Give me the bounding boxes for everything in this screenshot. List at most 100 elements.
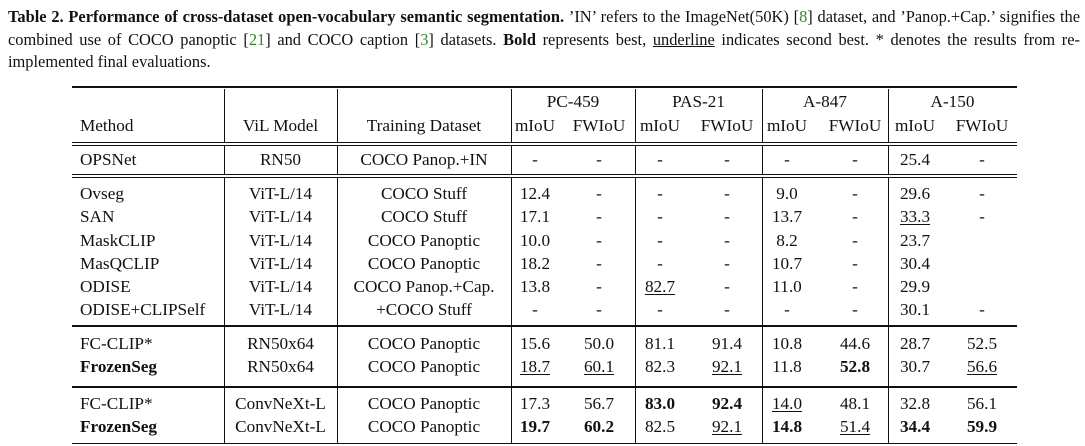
metric-value: - (724, 150, 730, 169)
table-rule (72, 142, 1017, 143)
metric-value: - (657, 184, 663, 203)
metric-value: 56.1 (966, 394, 998, 413)
metric-value: 13.7 (771, 207, 803, 226)
vil-model: RN50x64 (247, 334, 314, 353)
header-fwiou: FWIoU (572, 116, 626, 135)
metric-value: 18.7 (519, 357, 551, 376)
metric-value: 50.0 (583, 334, 615, 353)
metric-value: 30.7 (899, 357, 931, 376)
table-rule (72, 386, 1017, 388)
header-method: Method (80, 116, 134, 135)
column-divider (888, 89, 889, 142)
metric-value: 10.7 (771, 254, 803, 273)
column-divider (511, 89, 512, 142)
caption-text-5: represents best, (535, 29, 653, 49)
metric-value: 83.0 (644, 394, 676, 413)
header-fwiou: FWIoU (700, 116, 754, 135)
metric-value: 81.1 (644, 334, 676, 353)
metric-value: 33.3 (899, 207, 931, 226)
metric-value: - (596, 184, 602, 203)
table-rule (72, 177, 1017, 178)
vil-model: ViT-L/14 (248, 300, 313, 319)
column-divider (224, 145, 225, 174)
column-divider (224, 388, 225, 443)
column-divider (337, 177, 338, 325)
metric-value: - (979, 150, 985, 169)
metric-value: 92.4 (711, 394, 743, 413)
column-divider (635, 89, 636, 142)
header-training-dataset: Training Dataset (366, 116, 482, 135)
column-divider (337, 388, 338, 443)
metric-value: 10.8 (771, 334, 803, 353)
metric-value: 82.3 (644, 357, 676, 376)
column-divider (337, 89, 338, 142)
metric-value: 29.6 (899, 184, 931, 203)
metric-value (946, 276, 1018, 298)
metric-value: 25.4 (899, 150, 931, 169)
header-fwiou: FWIoU (955, 116, 1009, 135)
column-divider (511, 388, 512, 443)
column-divider (635, 388, 636, 443)
metric-value: 11.0 (772, 277, 802, 296)
method-name: SAN (80, 207, 115, 226)
training-dataset: COCO Stuff (380, 207, 468, 226)
method-name: FrozenSeg (80, 357, 158, 376)
citation-link-21[interactable]: 21 (248, 29, 266, 49)
metric-value: - (852, 150, 858, 169)
metric-value: 51.4 (839, 417, 871, 436)
vil-model: ViT-L/14 (248, 231, 313, 250)
column-divider (888, 388, 889, 443)
table-rule (72, 86, 1017, 88)
metric-value: 17.3 (519, 394, 551, 413)
method-name: ODISE (80, 277, 131, 296)
metric-value: 13.8 (519, 277, 551, 296)
caption-text-4: ] datasets. (428, 29, 504, 49)
method-name: OPSNet (80, 150, 137, 169)
method-name: MasQCLIP (80, 254, 160, 273)
metric-value: - (596, 300, 602, 319)
header-vil-model: ViL Model (242, 116, 319, 135)
metric-value (946, 253, 1018, 275)
metric-value: 9.0 (776, 184, 798, 203)
column-divider (511, 145, 512, 174)
header-miou: mIoU (894, 116, 936, 135)
training-dataset: COCO Panoptic (367, 417, 481, 436)
training-dataset: COCO Stuff (380, 184, 468, 203)
metric-value: - (657, 150, 663, 169)
metric-value: - (784, 300, 790, 319)
caption-title: Performance of cross-dataset open-vocabu… (68, 7, 565, 26)
metric-value: 56.6 (966, 357, 998, 376)
header-group-a-847: A-847 (803, 92, 847, 111)
column-divider (888, 177, 889, 325)
metric-value: 82.7 (644, 277, 676, 296)
training-dataset: +COCO Stuff (376, 300, 472, 319)
metric-value: 17.1 (519, 207, 551, 226)
metric-value: - (596, 254, 602, 273)
metric-value: - (657, 300, 663, 319)
metric-value: - (724, 254, 730, 273)
vil-model: RN50x64 (247, 357, 314, 376)
metric-value: 91.4 (711, 334, 743, 353)
citation-link-8[interactable]: 8 (799, 7, 808, 26)
metric-value: - (852, 184, 858, 203)
caption-text-3: ] and COCO caption [ (265, 29, 421, 49)
method-name: Ovseg (80, 184, 124, 203)
metric-value: - (852, 277, 858, 296)
metric-value: - (852, 207, 858, 226)
table-rule (72, 325, 1017, 327)
metric-value: 29.9 (899, 277, 931, 296)
metric-value: - (784, 150, 790, 169)
metric-value: 18.2 (519, 254, 551, 273)
metric-value: - (724, 184, 730, 203)
method-name: FC-CLIP* (80, 334, 153, 353)
header-miou: mIoU (766, 116, 808, 135)
vil-model: RN50 (259, 150, 302, 169)
method-name: FC-CLIP* (80, 394, 153, 413)
metric-value: - (596, 207, 602, 226)
caption-label: Table 2. (8, 7, 64, 26)
column-divider (337, 145, 338, 174)
metric-value: - (596, 277, 602, 296)
citation-link-3[interactable]: 3 (420, 29, 429, 49)
metric-value: - (532, 150, 538, 169)
metric-value: 12.4 (519, 184, 551, 203)
